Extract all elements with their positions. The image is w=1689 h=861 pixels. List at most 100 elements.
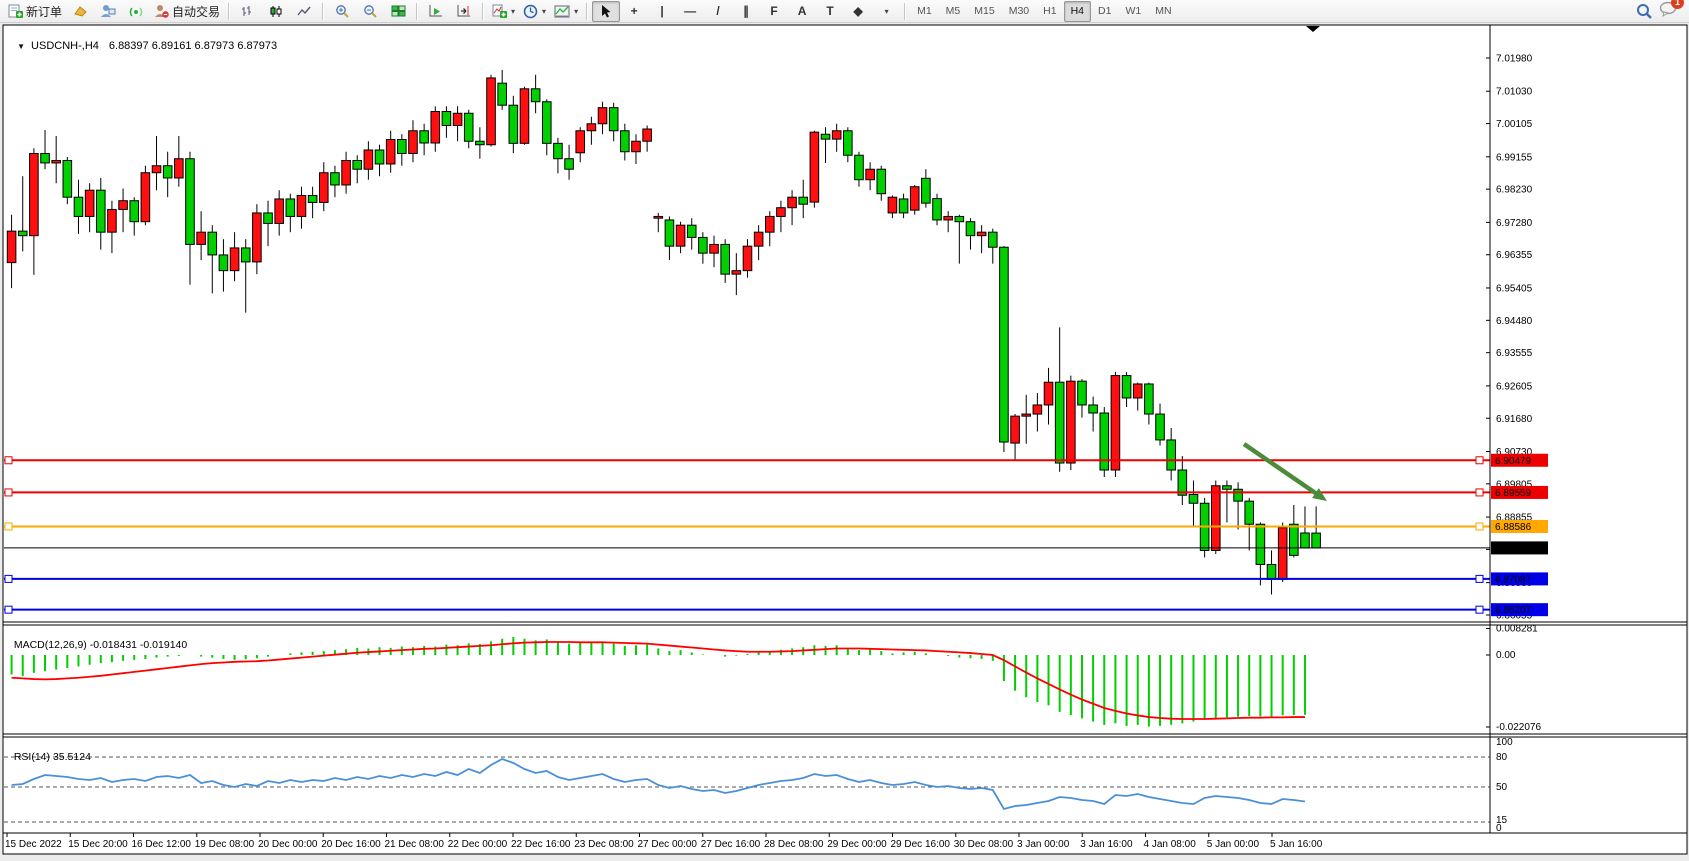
chart-shift-button[interactable]	[450, 1, 478, 22]
tile-windows-icon	[391, 5, 406, 17]
timeframe-M1[interactable]: M1	[917, 5, 932, 17]
text-tool[interactable]: A	[788, 1, 816, 22]
market-icon	[73, 6, 87, 17]
price-tick: 6.98230	[1496, 185, 1533, 196]
timeframe-MN[interactable]: MN	[1155, 5, 1172, 17]
price-tag	[1491, 485, 1548, 499]
vertical-line-tool[interactable]: |	[648, 1, 676, 22]
zoom-out-button[interactable]	[356, 1, 384, 22]
collapse-icon[interactable]: ▼	[17, 42, 26, 51]
chevron-down-icon: ▾	[574, 6, 579, 16]
chart-window[interactable]	[2, 24, 1688, 855]
price-tag-label: 6.89559	[1495, 488, 1532, 499]
indicators-button[interactable]: ▾	[488, 1, 519, 22]
horizontal-line-tool[interactable]: —	[676, 1, 704, 22]
time-axis-label: 5 Jan 16:00	[1270, 839, 1323, 850]
timeframe-H4[interactable]: H4	[1063, 0, 1092, 22]
equidistant-channel-tool-icon: ∥	[743, 4, 750, 18]
price-tick: 6.93555	[1496, 348, 1533, 359]
trend-arrow[interactable]	[1242, 442, 1317, 495]
price-tick: 7.01980	[1496, 54, 1533, 65]
notifications-button[interactable]: 1	[1659, 0, 1684, 22]
symbol-period-label: USDCNH-,H4	[31, 40, 99, 52]
signals-button[interactable]	[122, 1, 150, 22]
templates-button[interactable]: ▾	[550, 1, 582, 22]
text-label-tool-icon: T	[826, 4, 834, 18]
candles	[6, 69, 1321, 595]
chevron-down-icon: ▾	[542, 6, 547, 16]
time-axis-label: 20 Dec 00:00	[258, 839, 318, 850]
macd-axis-label: 0.00	[1496, 650, 1516, 661]
line-chart-button[interactable]	[290, 1, 318, 22]
community-button[interactable]	[94, 1, 122, 22]
time-axis-label: 3 Jan 16:00	[1080, 839, 1133, 850]
chevron-down-icon: ▾	[511, 6, 516, 16]
timeframe-M5[interactable]: M5	[945, 5, 961, 17]
time-axis-label: 16 Dec 12:00	[132, 839, 192, 850]
timeframe-H1[interactable]: H1	[1043, 5, 1057, 17]
time-axis-label: 15 Dec 20:00	[68, 839, 128, 850]
time-axis-label: 19 Dec 08:00	[195, 839, 255, 850]
crosshair-tool[interactable]: +	[620, 1, 648, 22]
vertical-line-tool-icon: |	[660, 4, 664, 18]
equidistant-channel-tool[interactable]: ∥	[732, 1, 760, 22]
market-button[interactable]	[66, 1, 94, 22]
price-tick: 6.91680	[1496, 414, 1533, 425]
auto-scroll-button[interactable]	[422, 1, 450, 22]
search-icon[interactable]	[1636, 3, 1653, 20]
rsi-value: 35.5124	[52, 751, 91, 763]
price-tick: 6.89805	[1496, 479, 1533, 490]
time-axis-label: 27 Dec 16:00	[701, 839, 761, 850]
price-tick: 6.95405	[1496, 283, 1533, 294]
autotrading-button[interactable]: 自动交易	[150, 1, 224, 22]
price-tick: 7.00105	[1496, 119, 1533, 130]
trendline-tool[interactable]: /	[704, 1, 732, 22]
tile-windows-button[interactable]	[384, 1, 412, 22]
arrows-tool[interactable]: ◆	[844, 1, 872, 22]
candlestick-chart-button[interactable]	[262, 1, 290, 22]
separator	[482, 2, 485, 20]
separator	[228, 2, 231, 20]
price-tick: 7.01030	[1496, 87, 1533, 98]
toolbar-right: 1	[1636, 0, 1685, 22]
time-axis-label: 20 Dec 16:00	[321, 839, 381, 850]
text-tool-icon: A	[797, 4, 807, 18]
periods-button[interactable]: ▾	[519, 1, 550, 22]
candlestick-chart-icon	[270, 5, 282, 17]
timeframe-M30[interactable]: M30	[1008, 5, 1030, 17]
chart-shift-marker[interactable]	[1306, 26, 1320, 32]
timeframe-M15[interactable]: M15	[974, 5, 995, 17]
rsi-axis-label: 15	[1496, 815, 1508, 826]
clock-icon	[523, 4, 538, 18]
bar-chart-button[interactable]	[234, 1, 262, 22]
fibonacci-tool[interactable]: F	[760, 1, 788, 22]
cursor-tool[interactable]	[592, 0, 621, 22]
time-axis-label: 28 Dec 08:00	[764, 839, 824, 850]
timeframe-W1[interactable]: W1	[1125, 5, 1142, 17]
text-label-tool[interactable]: T	[816, 1, 844, 22]
zoom-in-button[interactable]	[328, 1, 356, 22]
time-axis-label: 22 Dec 16:00	[511, 839, 571, 850]
rsi-axis-label: 80	[1496, 752, 1508, 763]
time-axis-label: 21 Dec 08:00	[385, 839, 445, 850]
arrows-tool-caret[interactable]: ▾	[872, 1, 900, 22]
rsi-line	[11, 758, 1306, 811]
rsi-axis-label: 0	[1496, 823, 1502, 834]
templates-icon	[554, 5, 570, 17]
signals-icon	[129, 7, 142, 17]
time-axis-label: 29 Dec 00:00	[827, 839, 887, 850]
price-tick: 6.90730	[1496, 447, 1533, 458]
macd-label: MACD(12,26,9) -0.018431 -0.019140	[13, 639, 188, 651]
chevron-down-icon: ▾	[884, 6, 889, 16]
new-order-icon	[8, 4, 23, 18]
new-order-button[interactable]: 新订单	[4, 1, 66, 22]
timeframe-D1[interactable]: D1	[1098, 5, 1112, 17]
time-axis-label: 5 Jan 00:00	[1207, 839, 1260, 850]
timeframe-bar: M1 M5 M15 M30 H1 H4 D1 W1 MN	[910, 0, 1178, 22]
ohlc-values: 6.88397 6.89161 6.87973 6.87973	[108, 40, 278, 52]
draw-tools: + | — / ∥ F A T ◆	[620, 1, 872, 22]
time-axis-label: 29 Dec 16:00	[891, 839, 951, 850]
autotrading-label: 自动交易	[172, 4, 221, 19]
time-axis-label: 27 Dec 00:00	[638, 839, 698, 850]
